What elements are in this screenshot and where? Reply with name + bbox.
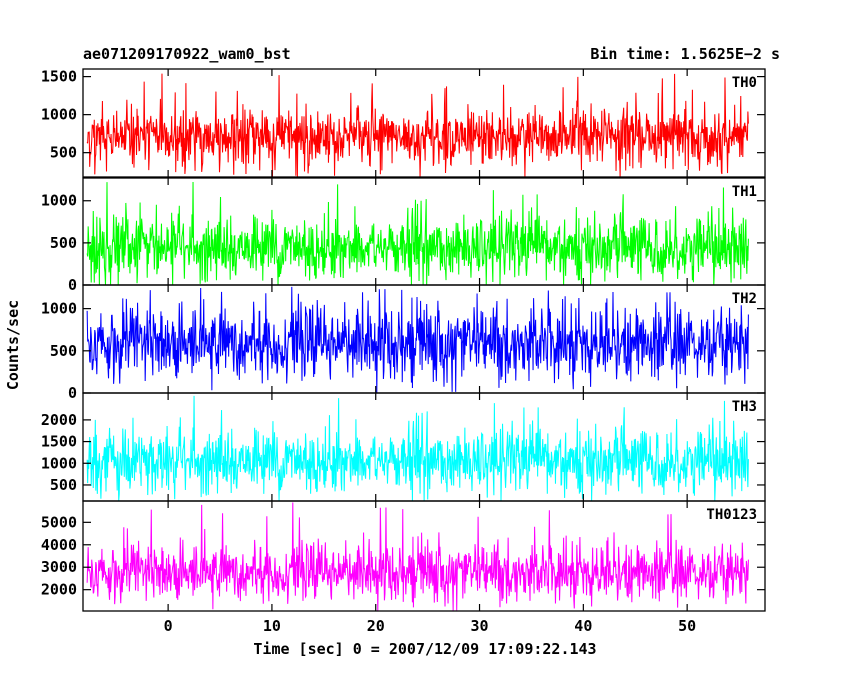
y-tick-label: 1000 bbox=[41, 106, 77, 124]
y-tick-label: 3000 bbox=[41, 558, 77, 576]
x-tick-label: 40 bbox=[574, 617, 592, 635]
y-tick-label: 1500 bbox=[41, 433, 77, 451]
x-axis-title: Time [sec] 0 = 2007/12/09 17:09:22.143 bbox=[253, 640, 596, 658]
y-tick-label: 1500 bbox=[41, 68, 77, 86]
y-axis-title: Counts/sec bbox=[4, 300, 22, 390]
panel-label-th0123: TH0123 bbox=[706, 507, 757, 523]
y-tick-label: 5000 bbox=[41, 513, 77, 531]
x-tick-label: 30 bbox=[471, 617, 489, 635]
panel-th0123: 2000 3000 4000 5000 0 10 20 30 40 50 TH0123 bbox=[41, 500, 766, 635]
series-line-th0123 bbox=[86, 502, 749, 611]
y-tick-label: 1000 bbox=[41, 192, 77, 210]
panel-label-th0: TH0 bbox=[732, 75, 757, 91]
y-tick-label: 1000 bbox=[41, 300, 77, 318]
y-tick-label: 4000 bbox=[41, 536, 77, 554]
panel-frame bbox=[82, 68, 766, 178]
panel-th3: 500 1000 1500 2000 TH3 bbox=[41, 392, 766, 502]
y-tick-label: 500 bbox=[50, 234, 77, 252]
y-tick-label: 500 bbox=[50, 342, 77, 360]
x-tick-label: 0 bbox=[164, 617, 173, 635]
y-tick-label: 0 bbox=[68, 276, 77, 294]
x-tick-label: 10 bbox=[263, 617, 281, 635]
panel-th1: 0 500 1000 TH1 bbox=[41, 177, 766, 294]
y-tick-label: 0 bbox=[68, 384, 77, 402]
series-line-th2 bbox=[86, 286, 749, 393]
panel-label-th2: TH2 bbox=[732, 291, 757, 307]
x-tick-label: 20 bbox=[367, 617, 385, 635]
y-tick-label: 2000 bbox=[41, 581, 77, 599]
y-tick-label: 500 bbox=[50, 476, 77, 494]
y-tick-label: 1000 bbox=[41, 454, 77, 472]
series-line-th3 bbox=[86, 395, 749, 501]
series-line-th1 bbox=[86, 181, 749, 285]
y-tick-label: 500 bbox=[50, 144, 77, 162]
panel-th2: 0 500 1000 TH2 bbox=[41, 284, 766, 402]
panel-frame bbox=[82, 500, 766, 612]
panel-label-th3: TH3 bbox=[732, 399, 757, 415]
panel-label-th1: TH1 bbox=[732, 184, 757, 200]
panel-th0: 500 1000 1500 TH0 bbox=[41, 68, 766, 178]
bin-time-label: Bin time: 1.5625E−2 s bbox=[590, 45, 780, 63]
y-tick-label: 2000 bbox=[41, 411, 77, 429]
x-tick-label: 50 bbox=[678, 617, 696, 635]
observation-id-title: ae071209170922_wam0_bst bbox=[83, 45, 291, 63]
series-line-th0 bbox=[86, 73, 749, 177]
